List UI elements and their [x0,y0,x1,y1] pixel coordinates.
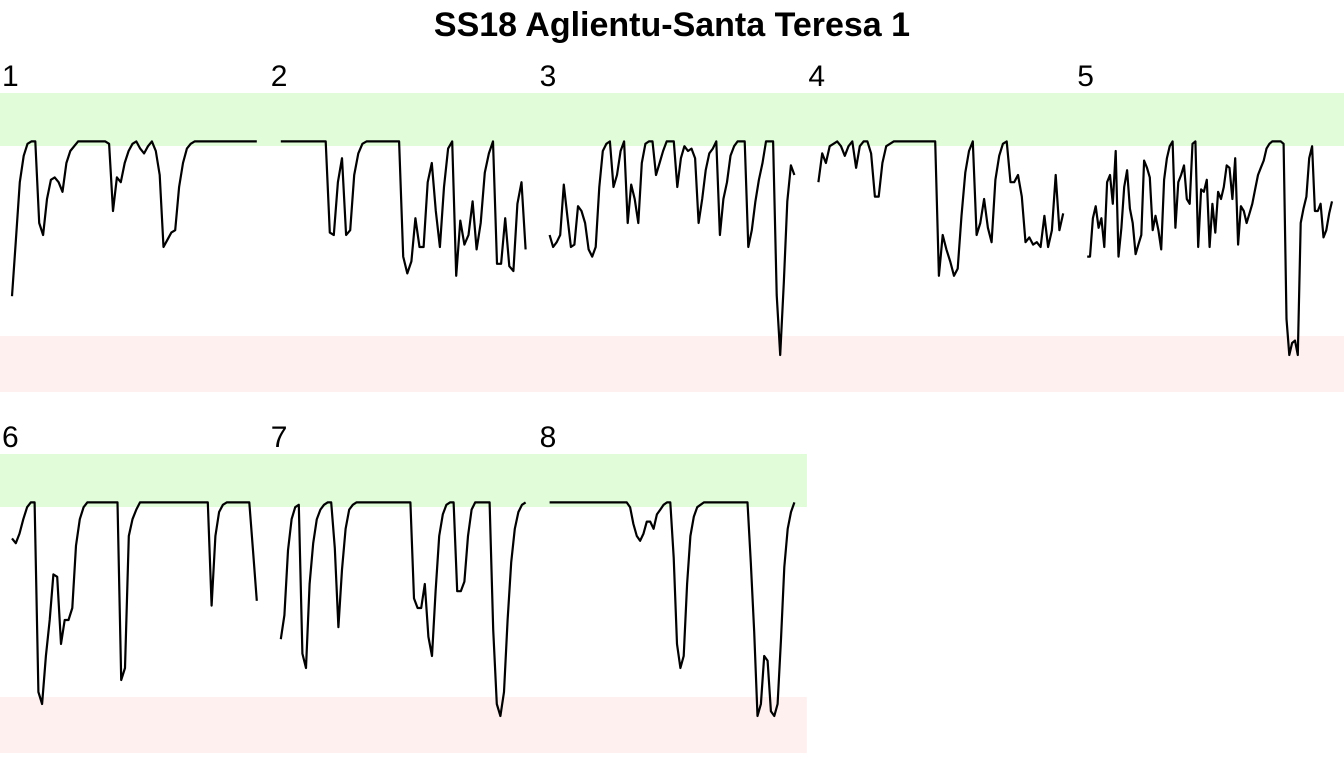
series-line [10,140,257,297]
panel-label: 6 [2,421,19,454]
low-band [0,697,270,753]
panel-label: 1 [2,60,19,93]
high-band [268,93,539,146]
high-band [537,93,807,146]
low-band [0,336,270,392]
series-line [548,140,796,357]
high-band [0,93,270,146]
series-line [1087,140,1334,357]
series-line [279,501,527,718]
panel-1: 1 [0,60,270,392]
low-band [268,697,539,753]
panel-6: 6 [0,421,270,753]
low-band [537,697,807,753]
series-line [11,501,258,706]
high-band [537,454,807,507]
panel-label: 4 [808,60,825,93]
series-line [817,140,1065,277]
low-band [1075,336,1344,392]
panel-4: 4 [806,60,1076,392]
high-band [268,454,539,507]
high-band [0,454,270,507]
high-band [806,93,1076,146]
panel-7: 7 [268,421,539,753]
panel-2: 2 [268,60,539,392]
panel-label: 8 [540,421,557,454]
panel-label: 3 [540,60,557,93]
low-band [806,336,1076,392]
series-line [549,501,796,718]
panel-label: 2 [271,60,288,93]
panel-3: 3 [537,60,807,392]
panel-label: 5 [1077,60,1094,93]
low-band [268,336,539,392]
panel-5: 5 [1075,60,1344,392]
panel-8: 8 [537,421,807,753]
series-line [280,140,527,277]
high-band [1075,93,1344,146]
chart-title: SS18 Aglientu-Santa Teresa 1 [433,6,911,44]
low-band [537,336,807,392]
panel-label: 7 [271,421,288,454]
